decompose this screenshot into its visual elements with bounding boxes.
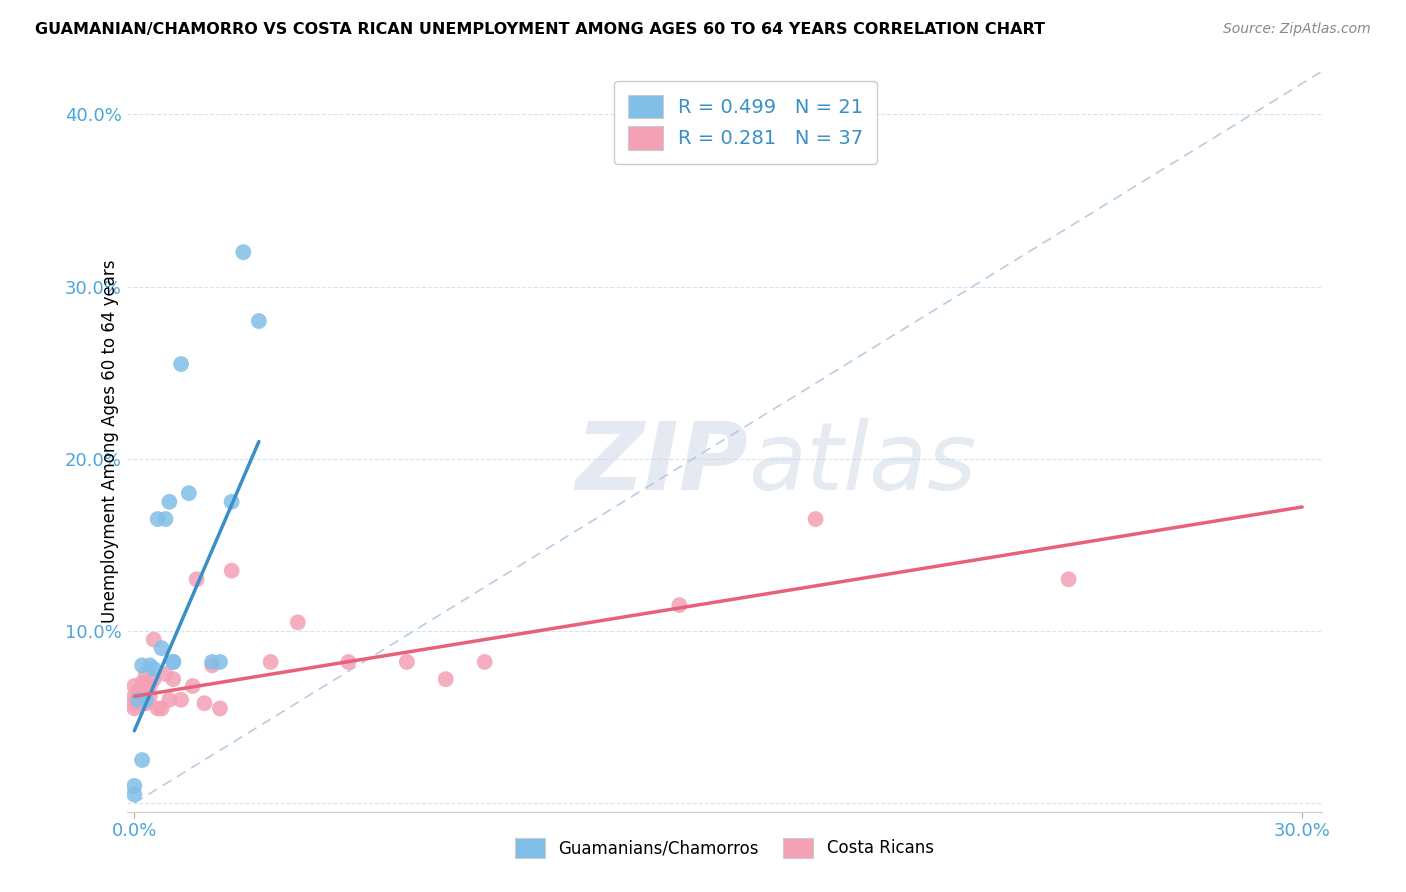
Point: [135, 696, 157, 710]
Point: [804, 512, 827, 526]
Point: [135, 675, 157, 690]
Point: [170, 357, 193, 371]
Text: Source: ZipAtlas.com: Source: ZipAtlas.com: [1223, 22, 1371, 37]
Point: [131, 696, 153, 710]
Point: [162, 672, 184, 686]
Point: [142, 672, 165, 686]
Point: [131, 753, 153, 767]
Point: [150, 641, 173, 656]
Point: [124, 679, 146, 693]
Legend: Guamanians/Chamorros, Costa Ricans: Guamanians/Chamorros, Costa Ricans: [506, 830, 942, 866]
Point: [247, 314, 270, 328]
Point: [155, 667, 177, 681]
Point: [157, 495, 180, 509]
Point: [124, 779, 146, 793]
Point: [1057, 572, 1080, 586]
Point: [127, 693, 149, 707]
Text: GUAMANIAN/CHAMORRO VS COSTA RICAN UNEMPLOYMENT AMONG AGES 60 TO 64 YEARS CORRELA: GUAMANIAN/CHAMORRO VS COSTA RICAN UNEMPL…: [35, 22, 1045, 37]
Point: [162, 655, 184, 669]
Point: [221, 495, 243, 509]
Point: [474, 655, 496, 669]
Point: [131, 690, 153, 704]
Point: [181, 679, 204, 693]
Y-axis label: Unemployment Among Ages 60 to 64 years: Unemployment Among Ages 60 to 64 years: [101, 260, 120, 624]
Point: [232, 245, 254, 260]
Point: [150, 701, 173, 715]
Point: [124, 701, 146, 715]
Point: [221, 564, 243, 578]
Point: [170, 693, 193, 707]
Point: [142, 632, 165, 647]
Point: [395, 655, 418, 669]
Point: [131, 675, 153, 690]
Point: [337, 655, 360, 669]
Point: [135, 667, 157, 681]
Point: [127, 684, 149, 698]
Point: [124, 690, 146, 704]
Point: [135, 693, 157, 707]
Point: [193, 696, 215, 710]
Point: [139, 679, 162, 693]
Point: [155, 512, 177, 526]
Point: [124, 696, 146, 710]
Point: [208, 701, 231, 715]
Point: [668, 598, 690, 612]
Point: [201, 658, 224, 673]
Point: [146, 512, 169, 526]
Point: [201, 655, 224, 669]
Point: [287, 615, 309, 630]
Point: [177, 486, 200, 500]
Point: [124, 788, 146, 802]
Point: [162, 655, 184, 669]
Point: [157, 693, 180, 707]
Point: [131, 658, 153, 673]
Point: [208, 655, 231, 669]
Point: [186, 572, 208, 586]
Point: [127, 696, 149, 710]
Point: [434, 672, 457, 686]
Point: [142, 662, 165, 676]
Point: [139, 690, 162, 704]
Point: [146, 701, 169, 715]
Point: [139, 658, 162, 673]
Point: [259, 655, 281, 669]
Text: ZIP: ZIP: [575, 417, 748, 509]
Text: atlas: atlas: [748, 418, 976, 509]
